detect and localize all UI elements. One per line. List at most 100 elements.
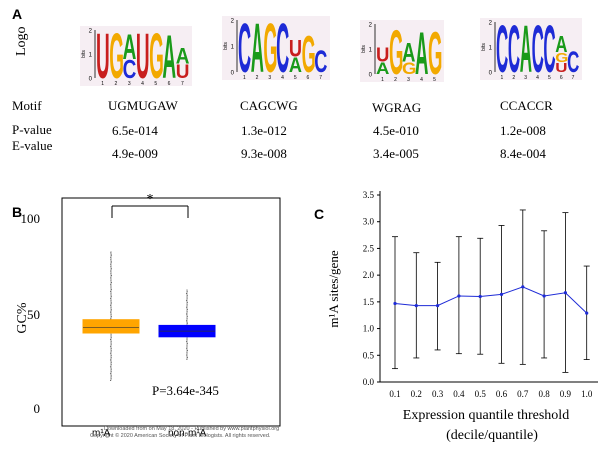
boxplot-box: [82, 319, 140, 334]
boxplot-outlier: [185, 293, 187, 294]
panel-a-letter: A: [12, 6, 23, 22]
logo-position-number: 1: [101, 81, 104, 86]
boxplot-outlier: [111, 282, 113, 283]
motif-evalue-2: 9.3e-008: [241, 146, 287, 161]
line-chart-point: [414, 303, 418, 308]
line-chart-point: [563, 291, 567, 295]
logo-bits-label: bits: [81, 50, 87, 58]
boxplot-outlier: [109, 373, 111, 375]
logo-letter: G: [109, 26, 124, 86]
logo-letter: A: [289, 54, 302, 77]
boxplot-ytick-50: 50: [27, 307, 40, 322]
logo-position-number: 4: [536, 75, 539, 80]
logo-letter: G: [428, 21, 442, 82]
logo-letter: C: [123, 55, 137, 83]
panel-b-letter: B: [12, 204, 23, 220]
logo-letter: A: [415, 21, 428, 82]
logo-position-number: 5: [433, 77, 436, 82]
line-chart-ytick-label: 0.5: [363, 350, 375, 360]
logo-letter: C: [496, 18, 508, 80]
boxplot-outlier: [185, 313, 187, 315]
logo-letter: A: [176, 44, 190, 69]
line-chart-xtick-label: 0.1: [389, 389, 400, 399]
line-chart-point: [521, 285, 525, 289]
logo-position-number: 2: [512, 75, 515, 80]
boxplot-outlier: [111, 261, 113, 263]
logo-bits-tick: 0: [369, 73, 373, 79]
motif-name-3: WGRAG: [372, 100, 422, 115]
logo-position-number: 1: [381, 77, 384, 82]
logo-letter: A: [376, 59, 390, 78]
motif-row-label: Motif: [12, 98, 42, 113]
logo-letter: G: [402, 59, 416, 78]
logo-bits-tick: 1: [89, 53, 93, 59]
download-notice: Downloaded from on May 18, 2020 - Publis…: [104, 426, 280, 432]
logo-row-label: Logo: [14, 26, 29, 56]
motif-evalue-4: 8.4e-004: [500, 146, 546, 161]
line-chart-xtick-label: 0.9: [560, 389, 572, 399]
line-chart-point: [499, 292, 504, 296]
logo-position-number: 3: [407, 77, 410, 82]
logo-position-number: 6: [560, 75, 563, 80]
line-chart-ytick-label: 0.0: [363, 377, 375, 387]
line-chart-point: [436, 303, 440, 308]
motif-evalue-1: 4.9e-009: [112, 146, 158, 161]
line-chart-point: [393, 301, 397, 306]
logo-bits-label: bits: [223, 42, 229, 50]
logo-letter: G: [389, 20, 403, 82]
logo-letter: U: [289, 35, 302, 62]
motif-logo-4: 0 1 2 bits C 1 C 2 A 3 C 4 C 5 U G A 6 C 7: [480, 18, 582, 80]
significance-star: *: [147, 192, 154, 207]
logo-bits-tick: 2: [489, 21, 493, 27]
logo-letter: U: [176, 62, 190, 83]
boxplot-outlier: [111, 254, 113, 256]
logo-position-number: 1: [501, 75, 504, 80]
logo-position-number: 1: [243, 75, 246, 80]
boxplot-pvalue: P=3.64e-345: [152, 383, 219, 398]
line-chart-xtick-label: 0.4: [453, 389, 465, 399]
logo-bits-tick: 0: [231, 71, 235, 77]
logo-bits-tick: 1: [489, 46, 493, 52]
logo-letter: A: [555, 33, 567, 58]
logo-letter: G: [555, 51, 568, 66]
motif-pvalue-1: 6.5e-014: [112, 123, 158, 138]
logo-letter: A: [402, 37, 415, 67]
logo-bits-tick: 0: [489, 71, 493, 77]
logo-letter: C: [543, 18, 555, 80]
logo-bits-label: bits: [361, 45, 367, 53]
motif-pvalue-3: 4.5e-010: [373, 123, 419, 138]
evalue-row-label: E-value: [12, 138, 53, 153]
logo-letter: U: [376, 45, 389, 67]
motif-pvalue-2: 1.3e-012: [241, 123, 287, 138]
line-chart-xtick-label: 0.7: [517, 389, 529, 399]
logo-bits-label: bits: [481, 43, 487, 51]
logo-letter: G: [263, 16, 277, 80]
logo-letter: C: [508, 18, 520, 80]
line-chart-xtick-label: 0.6: [496, 389, 508, 399]
boxplot-outlier: [187, 350, 189, 351]
logo-letter: G: [302, 27, 316, 80]
boxplot-outlier: [110, 304, 111, 306]
line-chart-ylabel: m¹A sites/gene: [326, 250, 341, 327]
line-chart-ytick-label: 2.0: [363, 270, 375, 280]
logo-position-number: 3: [268, 75, 271, 80]
logo-letter: C: [532, 18, 544, 80]
line-chart-series-line: [394, 286, 588, 314]
logo-position-number: 5: [548, 75, 551, 80]
expression-line-chart: m¹A sites/gene Expression quantile thres…: [326, 190, 598, 443]
line-chart-xtick-label: 0.2: [411, 389, 422, 399]
logo-position-number: 7: [572, 75, 575, 80]
panel-c-letter: C: [314, 206, 325, 222]
logo-letter: C: [314, 45, 327, 79]
motif-evalue-3: 3.4e-005: [373, 146, 419, 161]
line-chart-point: [585, 311, 589, 315]
boxplot-outlier: [109, 352, 111, 354]
logo-letter: C: [276, 16, 289, 80]
line-chart-ytick-label: 1.5: [363, 297, 375, 307]
logo-position-number: 4: [420, 77, 423, 82]
line-chart-xlabel-line1: Expression quantile threshold: [403, 408, 569, 423]
boxplot-outlier: [111, 268, 113, 270]
line-chart-xtick-label: 0.5: [475, 389, 487, 399]
boxplot-ytick-0: 0: [34, 401, 41, 416]
motif-name-1: UGMUGAW: [108, 98, 178, 113]
